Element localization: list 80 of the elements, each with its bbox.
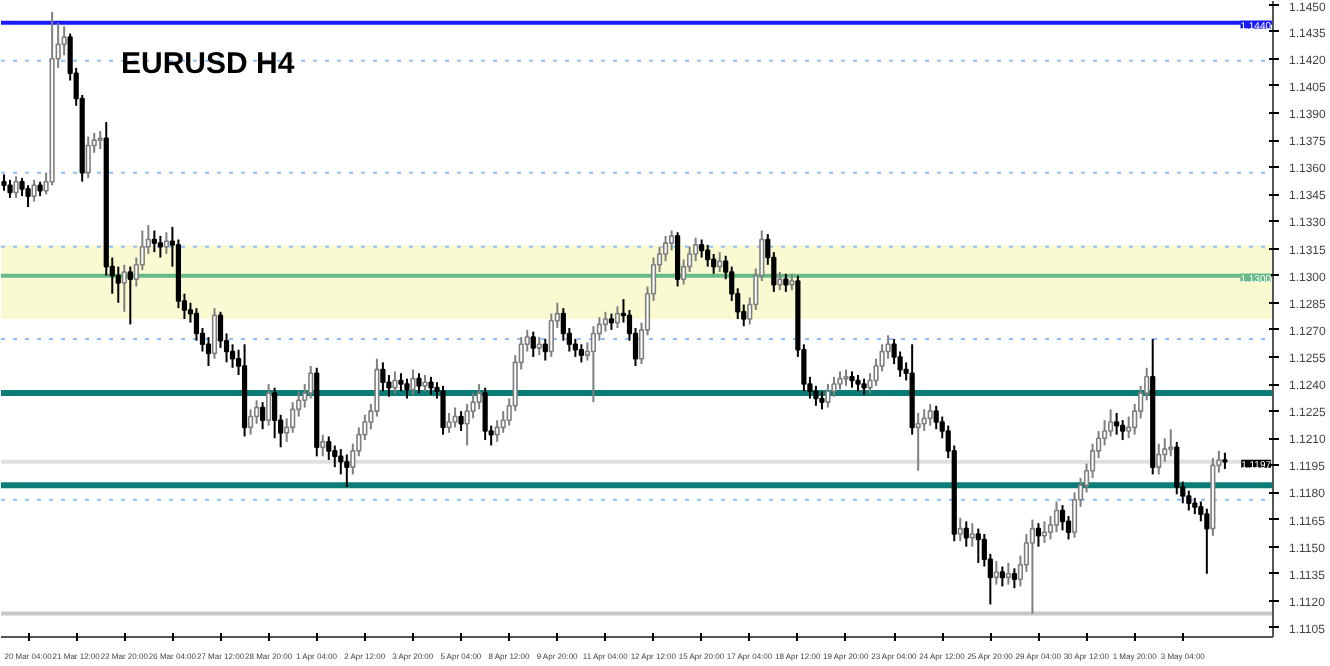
- candlestick: [975, 527, 981, 564]
- candlestick: [476, 383, 482, 411]
- candlestick: [205, 336, 212, 367]
- candlestick: [7, 178, 13, 199]
- candlestick: [1059, 504, 1066, 532]
- candlestick: [157, 234, 163, 259]
- candlestick: [452, 406, 458, 429]
- candlestick: [1005, 561, 1011, 586]
- candlestick: [711, 252, 717, 275]
- candlestick: [332, 444, 338, 469]
- candlestick: [211, 307, 218, 360]
- candlestick: [380, 361, 386, 393]
- candlestick: [813, 384, 819, 407]
- candlestick: [410, 368, 416, 396]
- candlestick: [590, 325, 596, 404]
- candlestick: [578, 343, 584, 364]
- candlestick: [993, 560, 999, 586]
- candlestick: [127, 265, 133, 326]
- candlestick: [1174, 440, 1180, 496]
- candlestick: [1186, 489, 1192, 512]
- candlestick: [614, 305, 621, 330]
- candlestick: [927, 402, 933, 427]
- candlestick: [416, 372, 422, 395]
- candlestick: [1029, 518, 1036, 615]
- candlestick: [783, 272, 789, 293]
- candlestick: [494, 419, 500, 443]
- candlestick: [1041, 520, 1048, 545]
- candlestick: [536, 336, 542, 357]
- candlestick: [13, 175, 19, 199]
- candlestick: [1204, 507, 1210, 575]
- candlestick: [85, 135, 91, 180]
- candlestick: [915, 411, 921, 472]
- candlestick: [458, 410, 464, 433]
- candlestick: [717, 251, 723, 274]
- candlestick: [25, 184, 31, 208]
- candlestick: [151, 229, 157, 254]
- candlestick: [440, 384, 446, 436]
- candlestick: [933, 404, 939, 431]
- candlestick: [115, 265, 121, 304]
- candlestick: [482, 386, 488, 442]
- candlestick: [777, 271, 783, 292]
- candlestick: [999, 565, 1005, 588]
- candlestick: [1108, 408, 1114, 438]
- candlestick: [957, 516, 963, 543]
- candlestick: [247, 408, 254, 436]
- candlestick: [446, 411, 452, 434]
- candlestick: [344, 453, 350, 489]
- candlestick: [530, 330, 536, 358]
- candlestick: [260, 401, 266, 431]
- candlestick: [31, 178, 37, 203]
- candlestick: [1053, 500, 1060, 534]
- candlestick: [1120, 419, 1126, 442]
- candlestick: [1156, 442, 1162, 476]
- candlestick: [266, 383, 272, 427]
- candlestick: [1035, 522, 1042, 548]
- candlestick: [308, 364, 314, 400]
- candlestick: [1114, 411, 1120, 436]
- candlestick: [674, 231, 681, 288]
- candlestick: [969, 522, 975, 548]
- candlestick: [121, 263, 127, 313]
- candlestick: [398, 372, 404, 393]
- candlestick: [163, 231, 169, 255]
- candlestick: [320, 433, 326, 458]
- candlestick: [819, 390, 825, 411]
- candlestick: [602, 310, 609, 333]
- candlestick: [963, 520, 969, 548]
- candlestick: [705, 243, 711, 268]
- candlestick: [428, 375, 434, 396]
- candlestick: [97, 130, 103, 151]
- candlestick: [272, 386, 278, 440]
- candlestick: [699, 238, 705, 259]
- text: EURUSD H4: [121, 47, 296, 81]
- candlestick: [1168, 428, 1174, 458]
- candlestick: [326, 435, 332, 461]
- candlestick: [404, 377, 410, 400]
- candlestick: [1011, 567, 1017, 590]
- candlestick: [825, 383, 831, 409]
- candlestick: [542, 337, 548, 362]
- candlestick: [392, 370, 398, 395]
- candlestick: [837, 370, 843, 391]
